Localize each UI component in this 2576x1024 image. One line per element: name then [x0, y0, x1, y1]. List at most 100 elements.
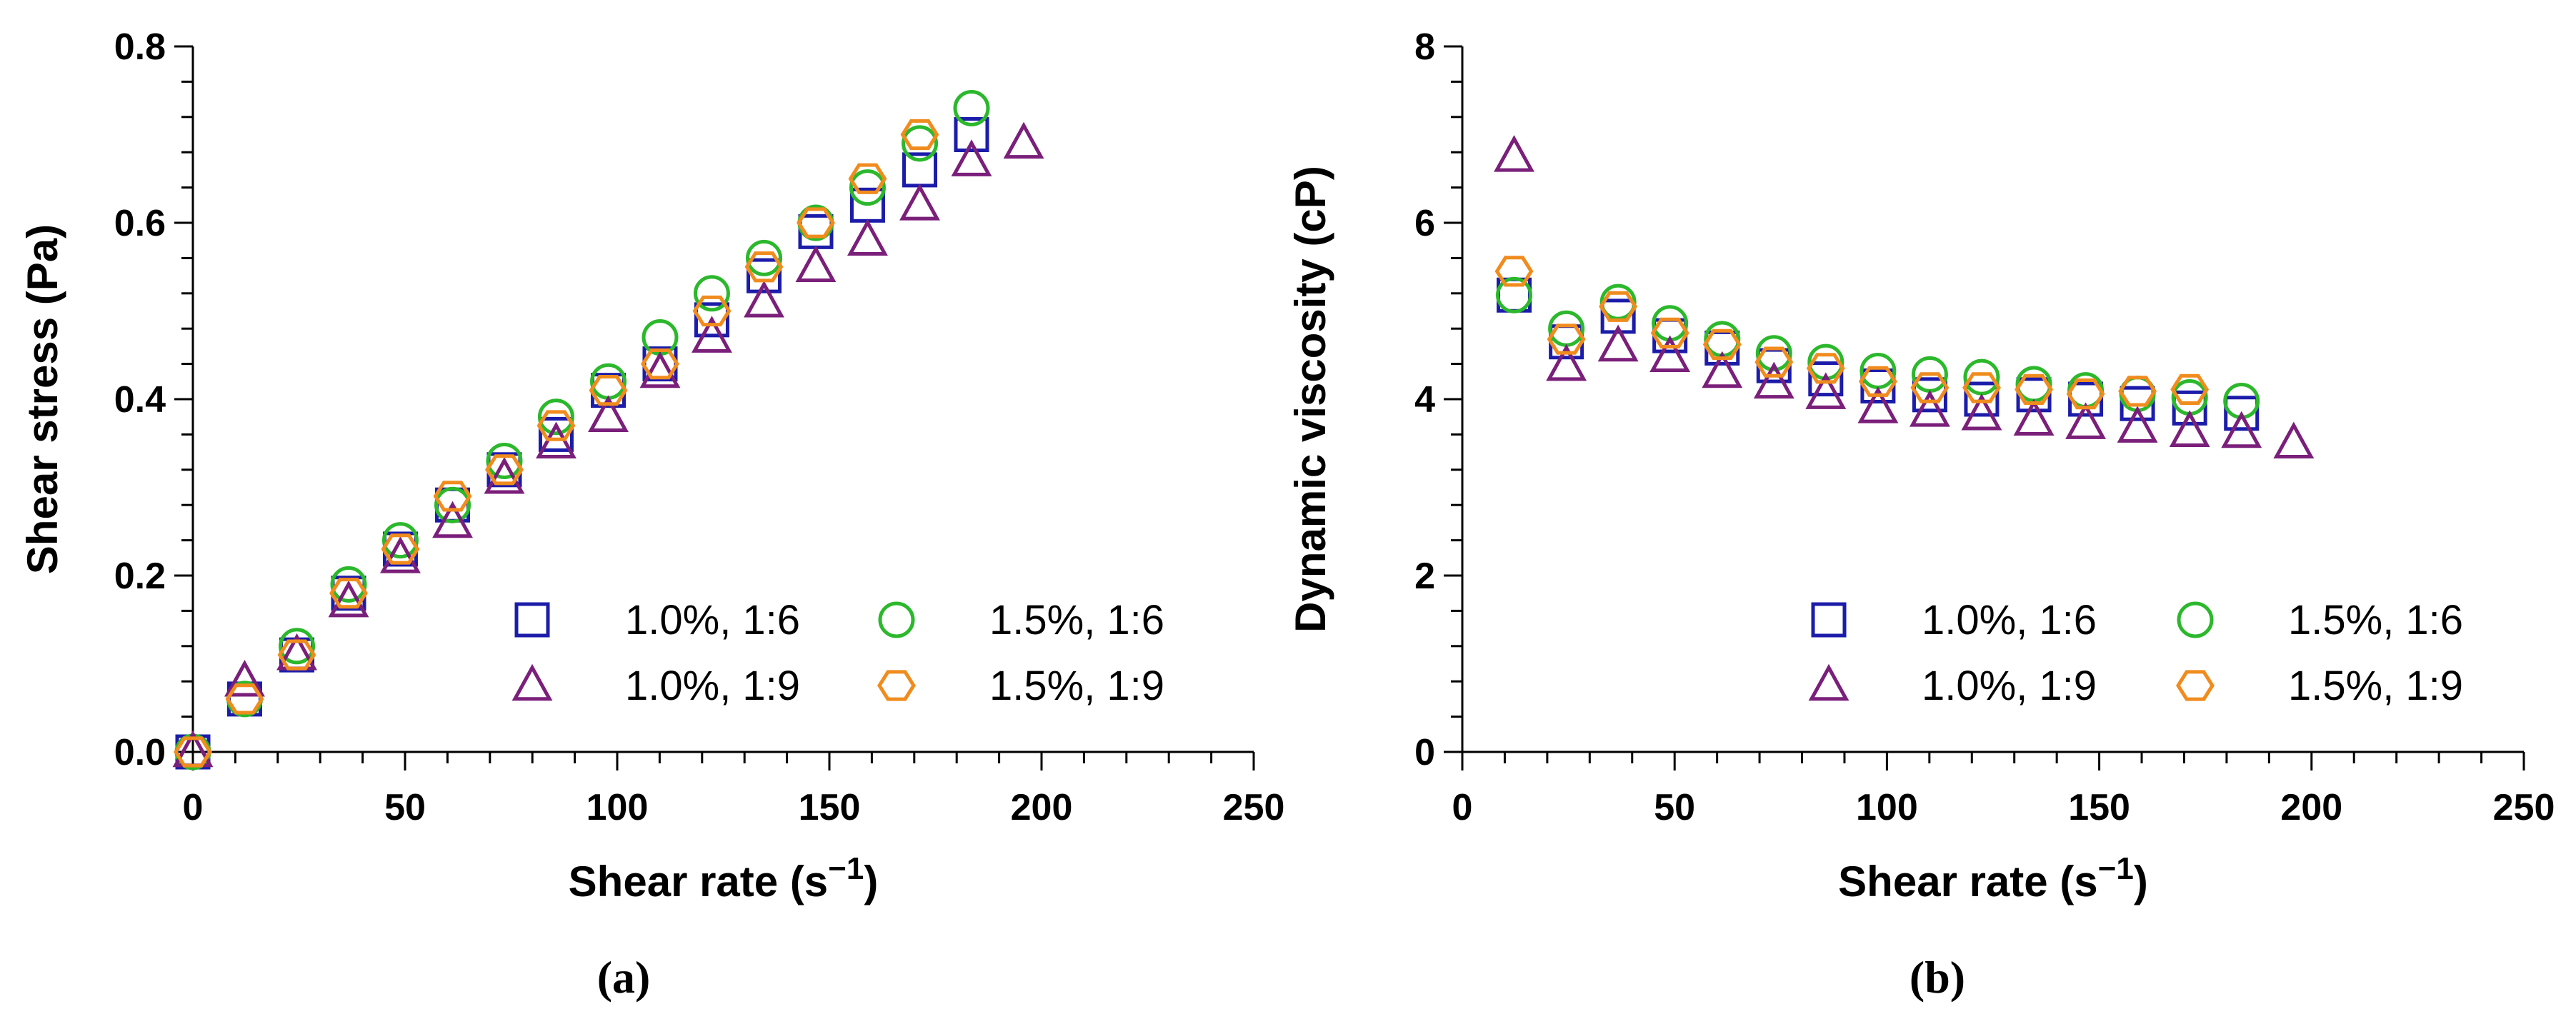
- y-tick-label: 0.4: [114, 379, 166, 421]
- y-tick-label: 0.6: [114, 203, 166, 244]
- data-point-triangle: [1003, 121, 1044, 159]
- legend-label: 1.5%, 1:9: [2288, 663, 2463, 709]
- data-point-circle: [746, 239, 783, 276]
- data-point-triangle: [1702, 351, 1743, 388]
- series-triangle: [172, 121, 1044, 768]
- data-point-hexagon: [1702, 328, 1742, 361]
- data-point-triangle: [744, 280, 784, 318]
- data-point-hexagon: [1962, 372, 2001, 403]
- panel-label: (b): [1909, 952, 1965, 1003]
- x-axis-title: Shear rate (s−1): [1838, 851, 2148, 905]
- data-point-square: [2068, 381, 2104, 417]
- data-point-square: [2172, 390, 2207, 426]
- legend-marker-square: [1811, 602, 1847, 638]
- x-tick-label: 150: [2068, 787, 2130, 828]
- x-axis-title: Shear rate (s−1): [569, 851, 879, 905]
- data-point-hexagon: [225, 683, 264, 715]
- data-point-square: [1964, 381, 2000, 417]
- data-point-triangle: [847, 219, 888, 256]
- data-point-hexagon: [692, 295, 732, 327]
- data-point-triangle: [795, 245, 837, 283]
- x-tick-label: 100: [586, 787, 649, 828]
- x-tick-label: 0: [1452, 787, 1473, 828]
- data-point-hexagon: [2170, 373, 2210, 405]
- data-point-hexagon: [589, 375, 628, 406]
- data-point-hexagon: [1494, 256, 1534, 287]
- data-point-triangle: [2117, 406, 2158, 443]
- legend-marker-circle: [2177, 601, 2214, 638]
- x-tick-label: 200: [2280, 787, 2342, 828]
- data-point-hexagon: [2066, 378, 2105, 410]
- data-point-hexagon: [1599, 291, 1638, 322]
- y-tick-label: 0.8: [114, 26, 166, 68]
- data-point-circle: [1496, 276, 1533, 313]
- data-point-triangle: [1857, 386, 1899, 423]
- legend-label: 1.5%, 1:6: [989, 597, 1164, 643]
- series-hexagon: [1494, 256, 2210, 410]
- legend-marker-circle: [878, 601, 915, 638]
- chart-panel-b: 0 50 100 150 200 250 0 2 4 6 8 Shear rate (s−1) Dyna…: [1287, 26, 2555, 1003]
- data-point-circle: [330, 566, 367, 603]
- data-point-triangle: [1597, 324, 1639, 362]
- x-tick-label: 250: [1223, 787, 1285, 828]
- data-point-hexagon: [1754, 346, 1794, 378]
- data-point-triangle: [2169, 410, 2210, 448]
- legend-label: 1.0%, 1:9: [625, 663, 800, 709]
- series-triangle: [1494, 135, 2315, 459]
- x-tick-label: 100: [1856, 787, 1918, 828]
- data-point-triangle: [2221, 411, 2262, 448]
- data-point-hexagon: [329, 578, 368, 609]
- data-point-square: [1808, 361, 1844, 397]
- data-point-triangle: [1805, 372, 1847, 409]
- x-tick-label: 50: [384, 787, 426, 828]
- data-point-hexagon: [2118, 376, 2157, 407]
- data-point-triangle: [1753, 361, 1794, 399]
- data-point-circle: [693, 275, 730, 312]
- legend: 1.0%, 1:6 1.5%, 1:6 1.0%, 1:9 1.5%, 1:9: [1808, 597, 2463, 709]
- x-tick-label: 150: [799, 787, 861, 828]
- legend-marker-hexagon: [2176, 670, 2215, 701]
- data-point-triangle: [224, 659, 265, 697]
- data-point-triangle: [2273, 421, 2315, 459]
- data-point-triangle: [1909, 390, 1950, 427]
- data-point-triangle: [639, 351, 681, 388]
- data-point-hexagon: [900, 119, 939, 151]
- data-point-hexagon: [174, 736, 212, 768]
- data-point-hexagon: [485, 454, 524, 486]
- data-point-square: [1912, 377, 1947, 413]
- data-point-hexagon: [1858, 366, 1897, 397]
- legend-marker-square: [514, 602, 550, 638]
- data-point-triangle: [1546, 343, 1587, 381]
- series-hexagon: [174, 119, 939, 768]
- data-point-hexagon: [1910, 372, 1950, 403]
- x-tick-label: 0: [183, 787, 204, 828]
- data-point-circle: [1755, 335, 1792, 372]
- chart-panel-a: 0 50 100 150 200 250 0.0 0.2 0.4 0.6 0.8 Shear rate…: [19, 26, 1284, 1003]
- y-axis-title: Dynamic viscosity (cP): [1287, 166, 1334, 633]
- panel-label: (a): [597, 952, 651, 1003]
- data-point-circle: [953, 89, 990, 126]
- x-tick-label: 250: [2493, 787, 2555, 828]
- data-point-circle: [849, 169, 886, 206]
- data-point-circle: [381, 522, 419, 559]
- data-point-circle: [279, 628, 316, 665]
- y-tick-label: 6: [1414, 203, 1435, 244]
- data-point-square: [954, 117, 989, 152]
- data-point-square: [2224, 396, 2260, 431]
- data-point-triangle: [951, 139, 992, 176]
- data-point-hexagon: [641, 348, 679, 380]
- data-point-hexagon: [1806, 353, 1845, 384]
- data-point-circle: [902, 125, 939, 162]
- data-point-triangle: [432, 501, 473, 538]
- data-point-hexagon: [277, 639, 316, 671]
- data-point-hexagon: [536, 410, 576, 441]
- legend-label: 1.5%, 1:6: [2288, 597, 2463, 643]
- data-point-circle: [537, 398, 574, 436]
- data-point-hexagon: [381, 533, 420, 565]
- data-point-hexagon: [848, 163, 887, 194]
- data-point-square: [2120, 386, 2155, 421]
- data-point-triangle: [328, 580, 369, 618]
- data-point-triangle: [1649, 335, 1691, 373]
- data-point-triangle: [588, 395, 629, 433]
